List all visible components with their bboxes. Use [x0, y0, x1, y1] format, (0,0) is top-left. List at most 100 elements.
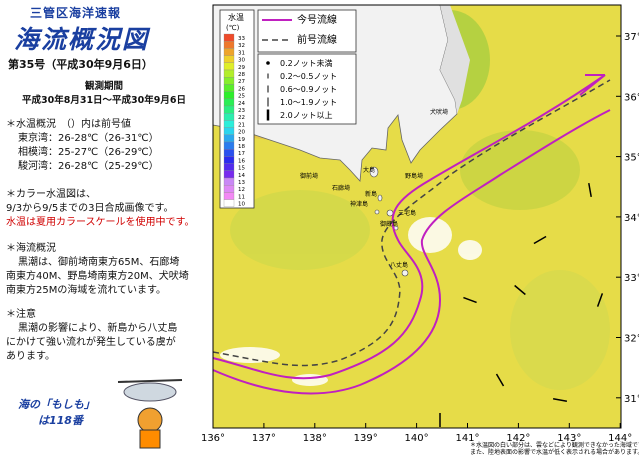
scale-swatch	[223, 199, 235, 207]
arrow-symbol	[266, 61, 270, 65]
scale-swatch	[223, 33, 235, 42]
arrow-label: 0.2ノット未満	[280, 58, 333, 68]
scale-swatch	[223, 105, 235, 114]
scale-swatch	[223, 77, 235, 85]
lon-label: 140°	[405, 433, 429, 444]
mascot	[117, 379, 183, 449]
title: 海流概況図	[14, 25, 150, 54]
scale-swatch	[223, 91, 235, 99]
map-frame	[212, 4, 622, 429]
line: にかけて強い流れが発生している虞が	[6, 337, 176, 348]
scale-label: 26	[238, 86, 245, 92]
current-arrow	[463, 296, 477, 304]
scale-swatch	[223, 55, 235, 63]
scale-unit: (℃)	[226, 24, 240, 32]
scale-label: 17	[238, 151, 245, 157]
lat-label: 33°	[624, 273, 639, 284]
issue: 第35号（平成30年9月6日）	[8, 58, 153, 71]
scale-swatch	[223, 62, 235, 71]
line-legend-box	[257, 9, 357, 53]
place-label: 新島	[365, 190, 377, 198]
lat-label: 32°	[624, 334, 639, 345]
place-label: 石廊埼	[332, 184, 350, 192]
current-arrow	[588, 182, 592, 198]
current-line	[212, 74, 606, 380]
scale-label: 22	[238, 115, 245, 121]
heading: ＊注意	[6, 309, 36, 320]
scale-swatch	[223, 163, 235, 171]
scale-label: 19	[238, 137, 245, 143]
line: あります。	[6, 351, 55, 362]
line: 黒潮は、御前埼南東方65M、石廊埼	[18, 257, 180, 268]
lon-label: 141°	[455, 433, 479, 444]
legend-label: 前号流線	[297, 33, 337, 46]
office: 三管区海洋速報	[30, 6, 122, 20]
scale-label: 27	[238, 79, 245, 85]
arrow-label: 1.0～1.9ノット	[280, 98, 337, 107]
place-label: 神津島	[350, 200, 368, 208]
current-arrow	[495, 373, 505, 387]
scale-swatch	[223, 192, 235, 200]
land	[440, 5, 470, 114]
map-note: ＊水温図の白い部分は、雲などにより観測できなかった海域です。	[470, 441, 639, 449]
scale-label: 10	[238, 202, 245, 208]
lon-label: 138°	[303, 433, 327, 444]
scale-swatch	[223, 134, 235, 143]
place-label: 三宅島	[398, 209, 416, 217]
place-label: 八丈島	[390, 261, 408, 269]
scale-label: 33	[238, 36, 245, 42]
scale-label: 21	[238, 122, 245, 128]
lat-label: 35°	[624, 153, 639, 164]
current-line	[212, 109, 611, 395]
scale-swatch	[223, 48, 235, 56]
previous-line	[212, 79, 611, 367]
scale-swatch	[223, 69, 235, 78]
period: 平成30年8月31日～平成30年9月6日	[22, 95, 186, 106]
islands	[369, 166, 409, 277]
current-arrow	[552, 398, 568, 402]
scale-label: 31	[238, 50, 245, 56]
heading: ＊カラー水温図は、	[6, 189, 96, 200]
lon-label: 143°	[557, 433, 581, 444]
scale-label: 25	[238, 94, 245, 100]
lat-label: 34°	[624, 213, 639, 224]
scale-label: 18	[238, 144, 245, 150]
scale-swatch	[223, 127, 235, 135]
heading: ＊海流概況	[6, 243, 56, 254]
place-label: 大島	[363, 166, 375, 174]
scale-swatch	[223, 149, 235, 157]
period-label: 観測期間	[84, 81, 123, 92]
color-map: ＊カラー水温図は、 9/3から9/5までの3日合成画像です。 水温は夏用カラース…	[6, 188, 210, 230]
arrow-label: 0.2～0.5ノット	[280, 72, 337, 81]
legend-label: 今号流線	[297, 13, 337, 26]
lon-label: 142°	[506, 433, 530, 444]
scale-label: 14	[238, 173, 245, 179]
lon-label: 136°	[201, 433, 225, 444]
scale-swatch	[223, 120, 235, 128]
current: ＊海流概況 黒潮は、御前埼南東方65M、石廊埼 南東方40M、野島埼南東方20M…	[6, 242, 210, 298]
arrow-label: 2.0ノット以上	[280, 111, 333, 120]
scale-label: 15	[238, 166, 245, 172]
scale-label: 32	[238, 43, 245, 49]
scale-label: 12	[238, 187, 245, 193]
line: 東京湾：26-28℃（26-31℃）	[18, 133, 159, 144]
scale-swatch	[223, 185, 235, 193]
caution: ＊注意 黒潮の影響により、新島から八丈島 にかけて強い流れが発生している虞が あ…	[6, 308, 210, 364]
place-label: 御蔵島	[380, 220, 398, 228]
scale-swatch	[223, 41, 235, 49]
arrow-legend-box	[257, 53, 357, 125]
scale-label: 24	[238, 101, 245, 107]
info-panel: 三管区海洋速報 海流概況図 第35号（平成30年9月6日） 観測期間 平成30年…	[0, 0, 208, 456]
scale-swatch	[223, 113, 235, 121]
scale-label: 11	[238, 194, 245, 200]
scale-label: 28	[238, 72, 245, 78]
current-arrow	[514, 284, 526, 296]
heading: ＊水温概況 （）内は前号値	[6, 119, 131, 130]
place-label: 御前埼	[300, 172, 318, 180]
scale-swatch	[223, 84, 235, 92]
scale-swatch	[223, 141, 235, 150]
scale-label: 13	[238, 180, 245, 186]
note: 水温は夏用カラースケールを使用中です。	[6, 217, 195, 228]
hotline: 海の「もしも」	[18, 398, 95, 411]
